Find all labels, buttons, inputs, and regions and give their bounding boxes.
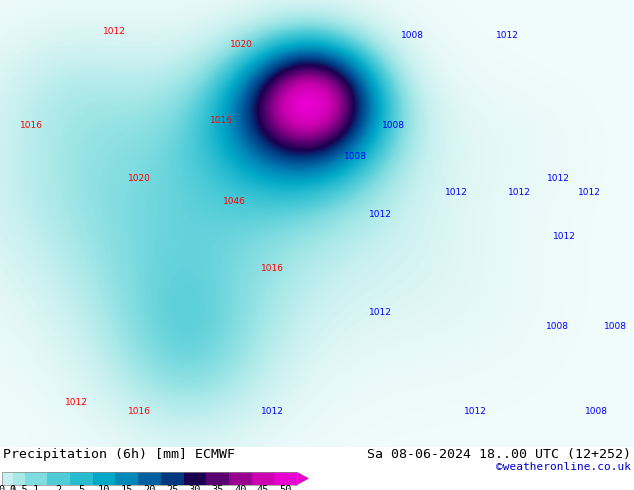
Bar — [275, 472, 297, 485]
Text: 25: 25 — [166, 486, 178, 490]
Bar — [252, 472, 275, 485]
Text: Sa 08-06-2024 18..00 UTC (12+252): Sa 08-06-2024 18..00 UTC (12+252) — [367, 448, 631, 461]
Text: 1012: 1012 — [65, 398, 87, 407]
Text: 30: 30 — [189, 486, 201, 490]
Text: 2: 2 — [56, 486, 62, 490]
Bar — [2, 472, 13, 485]
Text: 1046: 1046 — [223, 196, 246, 206]
Text: 1012: 1012 — [261, 407, 284, 416]
Bar — [161, 472, 183, 485]
Text: 1016: 1016 — [210, 116, 233, 125]
Bar — [206, 472, 229, 485]
Text: 10: 10 — [98, 486, 110, 490]
Text: 35: 35 — [211, 486, 224, 490]
Text: 1016: 1016 — [20, 121, 43, 130]
Text: 1012: 1012 — [445, 188, 468, 196]
Polygon shape — [297, 472, 309, 485]
Text: 1012: 1012 — [578, 188, 601, 196]
Text: 40: 40 — [234, 486, 247, 490]
Text: 1016: 1016 — [128, 407, 151, 416]
Text: 50: 50 — [280, 486, 292, 490]
Bar — [229, 472, 252, 485]
Bar — [2, 472, 297, 485]
Text: 1020: 1020 — [230, 40, 252, 49]
Text: 1: 1 — [33, 486, 39, 490]
Text: 20: 20 — [143, 486, 156, 490]
Text: 1012: 1012 — [553, 232, 576, 242]
Text: 1012: 1012 — [508, 188, 531, 196]
Text: 1012: 1012 — [464, 407, 487, 416]
Text: 1012: 1012 — [103, 27, 126, 36]
Bar — [48, 472, 70, 485]
Text: 1008: 1008 — [604, 322, 626, 331]
Text: 1012: 1012 — [547, 174, 569, 183]
Bar — [93, 472, 115, 485]
Text: 0.5: 0.5 — [10, 486, 29, 490]
Text: 1016: 1016 — [261, 264, 284, 272]
Text: 1012: 1012 — [369, 308, 392, 318]
Bar — [138, 472, 161, 485]
Text: 1020: 1020 — [128, 174, 151, 183]
Text: 1012: 1012 — [369, 210, 392, 219]
Bar — [115, 472, 138, 485]
Text: 1012: 1012 — [496, 31, 519, 40]
Text: 1008: 1008 — [344, 152, 366, 161]
Text: 15: 15 — [120, 486, 133, 490]
Text: 0.1: 0.1 — [0, 486, 17, 490]
Text: 1008: 1008 — [547, 322, 569, 331]
Bar — [13, 472, 25, 485]
Text: 5: 5 — [78, 486, 84, 490]
Bar — [183, 472, 206, 485]
Bar — [70, 472, 93, 485]
Text: ©weatheronline.co.uk: ©weatheronline.co.uk — [496, 462, 631, 472]
Text: Precipitation (6h) [mm] ECMWF: Precipitation (6h) [mm] ECMWF — [3, 448, 235, 461]
Bar — [25, 472, 48, 485]
Text: 1008: 1008 — [382, 121, 404, 130]
Text: 1008: 1008 — [401, 31, 424, 40]
Text: 45: 45 — [257, 486, 269, 490]
Text: 1008: 1008 — [585, 407, 607, 416]
